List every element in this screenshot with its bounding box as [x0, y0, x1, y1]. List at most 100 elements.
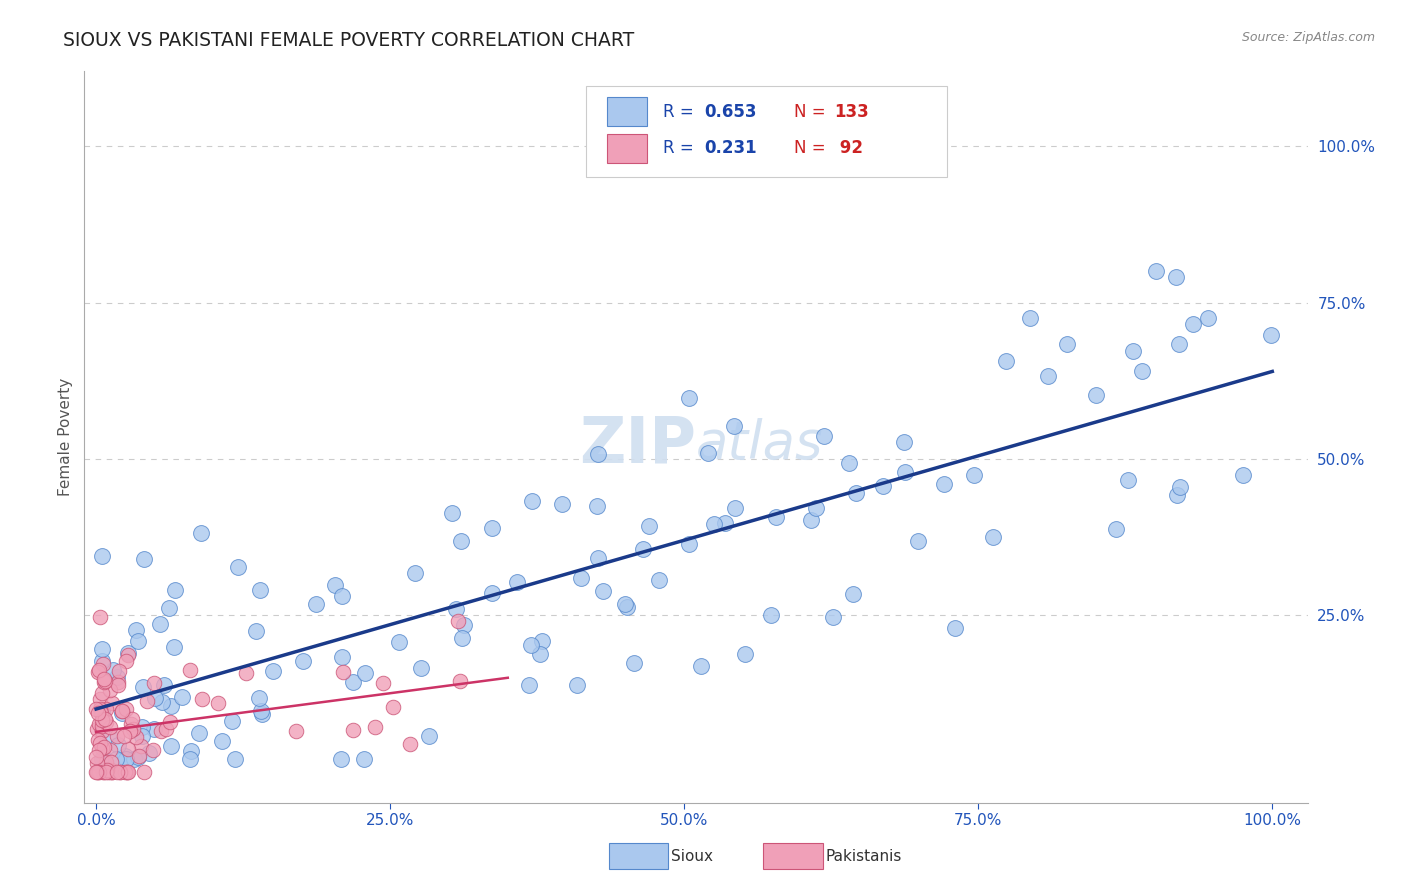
Point: [93, 673, 115, 687]
Point: [907, 533, 929, 548]
Point: [117, 646, 139, 660]
FancyBboxPatch shape: [586, 86, 946, 178]
Point: [291, 654, 314, 668]
Point: [586, 447, 609, 461]
Point: [724, 501, 747, 516]
Point: [188, 726, 211, 740]
Point: [121, 722, 143, 736]
Point: [364, 721, 387, 735]
Point: [105, 764, 128, 779]
Point: [157, 600, 180, 615]
Point: [87, 733, 110, 747]
Point: [101, 764, 124, 779]
Point: [90, 706, 112, 721]
Point: [127, 633, 149, 648]
Point: [84, 750, 107, 764]
Point: [983, 529, 1005, 543]
Point: [190, 526, 212, 541]
Point: [115, 702, 138, 716]
Point: [444, 602, 467, 616]
Text: 133: 133: [834, 103, 869, 120]
Point: [101, 696, 124, 710]
Point: [249, 704, 271, 718]
Point: [440, 506, 463, 520]
Point: [131, 729, 153, 743]
Text: 0.231: 0.231: [704, 139, 758, 157]
Point: [1260, 328, 1282, 343]
Point: [529, 647, 551, 661]
Point: [1105, 522, 1128, 536]
Text: R =: R =: [664, 139, 699, 157]
Point: [91, 654, 114, 668]
Point: [107, 730, 129, 744]
Point: [1122, 344, 1144, 359]
Point: [112, 729, 135, 743]
Point: [1182, 317, 1205, 331]
Point: [86, 706, 108, 720]
Point: [631, 541, 654, 556]
Point: [191, 691, 214, 706]
Point: [91, 713, 114, 727]
Point: [90, 718, 112, 732]
Point: [804, 500, 827, 515]
Point: [872, 479, 894, 493]
Point: [86, 665, 108, 679]
Point: [94, 673, 117, 688]
Point: [530, 633, 553, 648]
Point: [150, 724, 173, 739]
Point: [159, 714, 181, 729]
Point: [132, 680, 155, 694]
Point: [1085, 388, 1108, 402]
Point: [399, 737, 422, 751]
Point: [93, 675, 115, 690]
FancyBboxPatch shape: [606, 97, 647, 127]
Point: [638, 518, 661, 533]
Point: [114, 752, 136, 766]
Point: [93, 752, 115, 766]
Point: [87, 764, 110, 779]
Point: [86, 702, 108, 716]
Point: [734, 648, 756, 662]
Point: [813, 429, 835, 443]
Point: [117, 741, 139, 756]
Point: [841, 587, 863, 601]
Point: [142, 723, 165, 737]
Point: [150, 695, 173, 709]
Point: [115, 752, 138, 766]
Point: [381, 699, 404, 714]
Point: [96, 714, 118, 729]
Point: [235, 665, 257, 680]
Point: [588, 550, 610, 565]
Point: [179, 752, 201, 766]
Point: [87, 764, 110, 779]
Point: [1167, 337, 1189, 351]
Point: [1144, 264, 1167, 278]
Point: [160, 739, 183, 753]
Point: [520, 638, 543, 652]
Point: [1036, 369, 1059, 384]
Point: [138, 746, 160, 760]
Point: [120, 716, 142, 731]
Point: [648, 573, 671, 587]
Point: [1056, 336, 1078, 351]
Point: [87, 663, 110, 677]
Point: [613, 597, 636, 611]
Point: [89, 702, 111, 716]
Point: [262, 664, 284, 678]
Point: [125, 623, 148, 637]
Point: [94, 702, 117, 716]
Point: [252, 706, 274, 721]
Text: 92: 92: [834, 139, 863, 157]
Point: [111, 706, 134, 720]
Point: [115, 764, 138, 779]
Point: [155, 723, 177, 737]
Text: N =: N =: [794, 103, 831, 120]
Text: SIOUX VS PAKISTANI FEMALE POVERTY CORRELATION CHART: SIOUX VS PAKISTANI FEMALE POVERTY CORREL…: [63, 31, 634, 50]
Point: [86, 756, 108, 770]
Point: [87, 743, 110, 757]
Text: Sioux: Sioux: [671, 849, 713, 863]
Point: [121, 712, 143, 726]
Point: [132, 552, 155, 566]
Point: [450, 534, 472, 549]
Point: [723, 418, 745, 433]
